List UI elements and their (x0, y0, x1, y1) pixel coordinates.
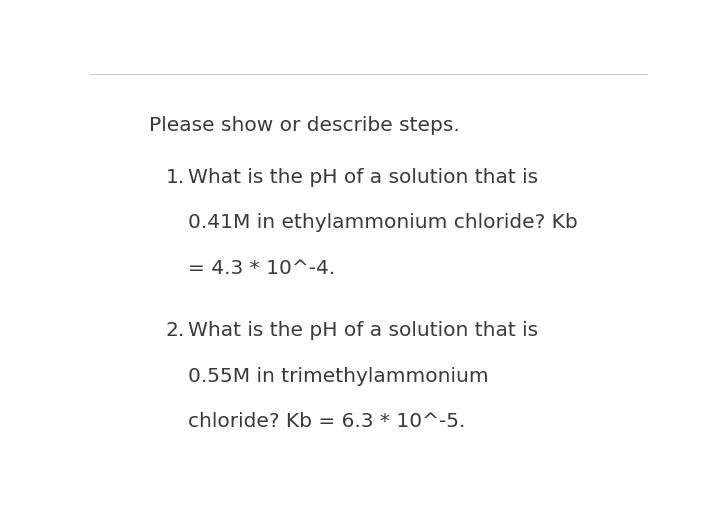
Text: 0.55M in trimethylammonium: 0.55M in trimethylammonium (188, 367, 488, 386)
Text: What is the pH of a solution that is: What is the pH of a solution that is (188, 321, 538, 340)
Text: 0.41M in ethylammonium chloride? Kb: 0.41M in ethylammonium chloride? Kb (188, 214, 577, 232)
Text: chloride? Kb = 6.3 * 10^-5.: chloride? Kb = 6.3 * 10^-5. (188, 413, 465, 431)
Text: 1.: 1. (166, 168, 184, 187)
Text: Please show or describe steps.: Please show or describe steps. (148, 116, 459, 135)
Text: 2.: 2. (166, 321, 184, 340)
Text: = 4.3 * 10^-4.: = 4.3 * 10^-4. (188, 259, 335, 278)
Text: What is the pH of a solution that is: What is the pH of a solution that is (188, 168, 538, 187)
